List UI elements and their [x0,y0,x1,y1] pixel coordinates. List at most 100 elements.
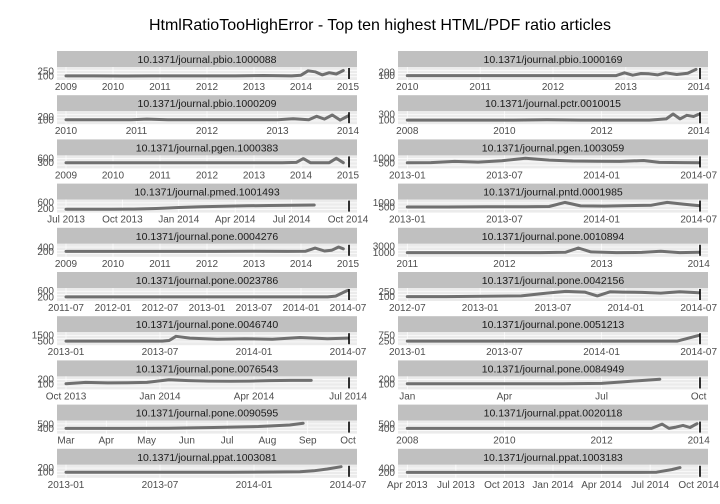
x-tick-label: Jul 2014 [329,391,367,402]
series-line [64,203,316,211]
y-tick-label: 400 [378,424,395,435]
x-tick-label: 2008 [396,436,419,447]
x-tick-label: 2012 [590,126,613,137]
x-tick-label: Mar [57,436,75,447]
y-tick-label: 200 [37,375,54,386]
x-tick-label: 2014-01 [236,480,273,491]
x-tick-label: Jul 2013 [437,480,475,491]
facet-strip [57,448,357,465]
facet-strip [57,95,357,112]
x-tick-label: Jul [221,436,234,447]
facet-strip-label: 10.1371/journal.pone.0046740 [136,319,279,331]
x-tick-label: 2014-01 [583,215,620,226]
x-tick-label: Oct 2014 [328,215,369,226]
x-tick-label: 2013 [243,170,266,181]
series-line [405,156,701,165]
x-tick-label: 2013-07 [142,347,179,358]
x-tick-label: 2014 [290,82,313,93]
series-line [405,466,682,474]
x-tick-label: Jan 2014 [532,480,574,491]
y-tick-label: 500 [37,420,54,431]
facet-strip-label: 10.1371/journal.pntd.0001985 [483,187,623,199]
x-tick-label: 2014 [688,436,711,447]
facet-strip [398,360,708,377]
x-tick-label: May [137,436,156,447]
y-tick-label: 1000 [373,248,396,259]
x-tick-label: Jul [595,391,608,402]
x-tick-label: 2014 [290,170,313,181]
series-line [64,334,350,343]
x-tick-label: 2009 [55,170,78,181]
series-line [64,113,350,122]
y-tick-label: 100 [378,379,395,390]
x-tick-label: 2014-07 [330,480,367,491]
facet-strip [57,360,357,377]
x-tick-label: 2013 [590,259,613,270]
y-tick-label: 500 [378,420,395,431]
facet-strip [398,448,708,465]
x-tick-label: 2013 [615,82,638,93]
x-tick-label: 2013-07 [486,215,523,226]
x-tick-label: 2013-07 [535,303,572,314]
series-line [405,112,701,122]
y-tick-label: 500 [378,203,395,214]
y-tick-label: 600 [37,153,54,164]
x-tick-label: Jul 2014 [273,215,311,226]
facet-strip-label: 10.1371/journal.ppat.0020118 [484,408,623,420]
x-tick-label: 2012-07 [142,303,179,314]
x-tick-label: 2014-07 [680,347,717,358]
series-line [64,421,305,430]
facet-strip [398,272,708,288]
x-tick-label: 2014-01 [583,347,620,358]
x-tick-label: 2013-07 [486,347,523,358]
y-tick-label: 250 [37,67,54,78]
y-tick-label: 200 [378,375,395,386]
facet-strip-label: 10.1371/journal.pone.0051213 [482,319,625,331]
facet-strip [398,51,708,67]
y-tick-label: 200 [378,68,395,79]
y-tick-label: 100 [378,116,395,127]
x-tick-label: 2014-07 [680,170,717,181]
y-tick-label: 300 [378,110,395,121]
x-tick-label: 2012 [196,126,219,137]
x-tick-label: Oct 2014 [678,480,719,491]
x-tick-label: 2008 [396,126,419,137]
x-tick-label: Jul 2013 [47,215,85,226]
x-tick-label: 2014 [688,259,711,270]
x-tick-label: Apr [497,391,513,402]
x-tick-label: Jun [179,436,195,447]
x-tick-label: 2013-01 [389,347,426,358]
x-tick-label: 2013-01 [48,480,85,491]
x-tick-label: Jul 2014 [631,480,669,491]
x-tick-label: 2010 [102,82,125,93]
y-tick-label: 100 [378,292,395,303]
y-tick-label: 250 [378,287,395,298]
x-tick-label: 2012 [196,170,219,181]
series-line [405,377,662,386]
x-tick-label: 2011 [149,259,171,270]
x-tick-label: Oct 2013 [484,480,525,491]
x-tick-label: Apr 2013 [387,480,428,491]
x-tick-label: Oct [340,436,356,447]
y-tick-label: 500 [378,158,395,169]
x-tick-label: 2014 [290,259,313,270]
series-line [405,246,701,255]
x-tick-label: 2013-07 [142,480,179,491]
series-line [405,422,699,430]
facet-strip-label: 10.1371/journal.pbio.1000169 [484,54,623,66]
facet-strip-label: 10.1371/journal.ppat.1003081 [137,452,277,464]
y-tick-label: 3000 [373,242,396,253]
x-tick-label: 2014 [688,126,711,137]
x-tick-label: 2013-01 [48,347,85,358]
facet-strip-label: 10.1371/journal.pbio.1000209 [138,98,277,110]
facet-strip-label: 10.1371/journal.pone.0084949 [482,363,625,375]
series-line [405,200,701,209]
x-tick-label: Sep [299,436,317,447]
x-tick-label: Apr [99,436,115,447]
x-tick-label: 2013-07 [486,170,523,181]
x-tick-label: 2014-07 [330,347,367,358]
x-tick-label: Jan [399,391,415,402]
x-tick-label: 2012 [590,436,613,447]
